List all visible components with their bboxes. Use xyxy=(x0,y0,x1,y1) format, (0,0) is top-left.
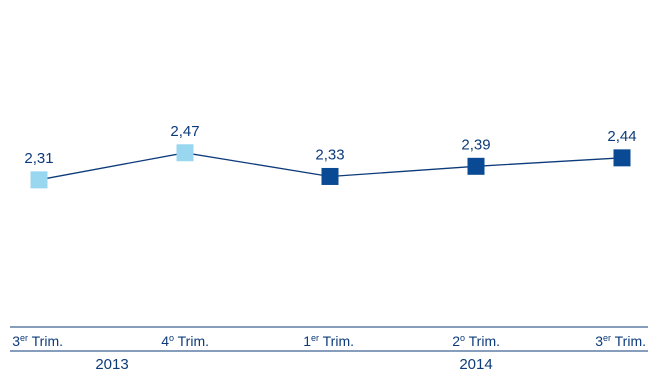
data-point-marker xyxy=(321,167,339,185)
x-axis: 3er Trim. 4o Trim. 1er Trim. 2o Trim. 3er Tr… xyxy=(10,326,648,372)
data-value-label: 2,39 xyxy=(461,136,490,153)
data-value-label: 2,31 xyxy=(24,150,53,167)
year-group-label: 2013 xyxy=(95,356,128,372)
data-point-marker xyxy=(176,144,194,162)
data-point-marker xyxy=(30,171,48,189)
x-tick-label: 3er Trim. xyxy=(595,333,646,349)
year-group-label: 2014 xyxy=(459,356,492,372)
x-tick-label: 3er Trim. xyxy=(12,333,63,349)
data-value-label: 2,44 xyxy=(607,128,636,145)
data-point-marker xyxy=(467,157,485,175)
value-label-layer: 2,31 2,47 2,33 2,39 2,44 xyxy=(24,123,636,167)
x-tick-label: 4o Trim. xyxy=(161,333,209,349)
data-value-label: 2,33 xyxy=(315,146,344,163)
data-value-label: 2,47 xyxy=(170,123,199,140)
marker-layer xyxy=(30,144,631,189)
data-point-marker xyxy=(613,149,631,167)
x-tick-label: 2o Trim. xyxy=(452,333,500,349)
x-tick-label: 1er Trim. xyxy=(303,333,354,349)
